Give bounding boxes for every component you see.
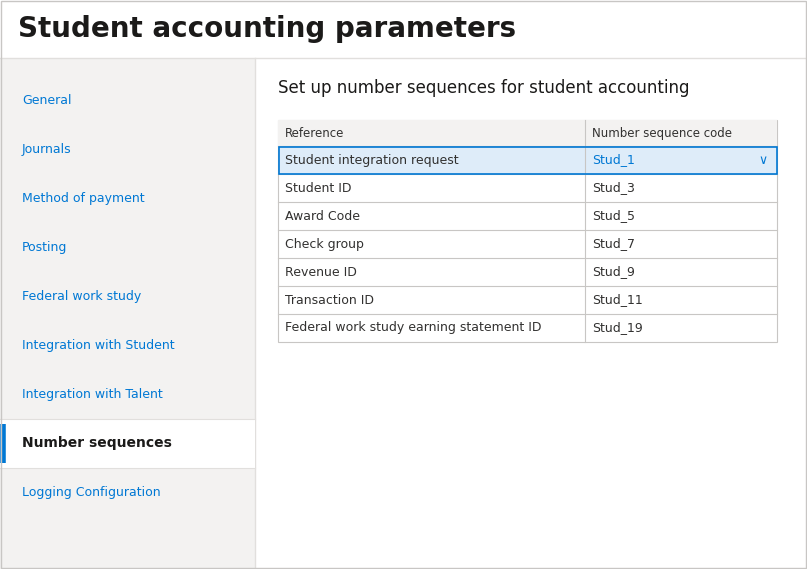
- Text: Stud_9: Stud_9: [592, 266, 635, 278]
- Text: Stud_3: Stud_3: [592, 182, 635, 195]
- Text: Stud_11: Stud_11: [592, 294, 642, 307]
- FancyBboxPatch shape: [278, 146, 776, 174]
- Text: Integration with Student: Integration with Student: [22, 339, 174, 352]
- Text: Method of payment: Method of payment: [22, 192, 144, 205]
- Text: Logging Configuration: Logging Configuration: [22, 486, 161, 499]
- Text: Stud_5: Stud_5: [592, 209, 635, 222]
- FancyBboxPatch shape: [0, 419, 255, 468]
- Text: Award Code: Award Code: [285, 209, 360, 222]
- FancyBboxPatch shape: [0, 0, 807, 58]
- Text: Stud_19: Stud_19: [592, 321, 642, 335]
- Text: Federal work study earning statement ID: Federal work study earning statement ID: [285, 321, 541, 335]
- Text: Stud_7: Stud_7: [592, 237, 635, 250]
- Text: Federal work study: Federal work study: [22, 290, 141, 303]
- Text: Student ID: Student ID: [285, 182, 352, 195]
- Text: Number sequence code: Number sequence code: [592, 126, 732, 139]
- Text: General: General: [22, 94, 72, 107]
- FancyBboxPatch shape: [0, 58, 255, 569]
- Text: Reference: Reference: [285, 126, 345, 139]
- Text: Integration with Talent: Integration with Talent: [22, 388, 163, 401]
- Text: Revenue ID: Revenue ID: [285, 266, 357, 278]
- Text: Number sequences: Number sequences: [22, 436, 172, 451]
- Text: Stud_1: Stud_1: [592, 154, 635, 167]
- FancyBboxPatch shape: [278, 120, 777, 146]
- Text: Student integration request: Student integration request: [285, 154, 458, 167]
- FancyBboxPatch shape: [256, 58, 807, 569]
- Text: Check group: Check group: [285, 237, 364, 250]
- Text: Student accounting parameters: Student accounting parameters: [18, 15, 516, 43]
- Text: Journals: Journals: [22, 143, 72, 156]
- Text: ∨: ∨: [759, 154, 767, 167]
- FancyBboxPatch shape: [278, 120, 777, 342]
- Text: Transaction ID: Transaction ID: [285, 294, 374, 307]
- Text: Set up number sequences for student accounting: Set up number sequences for student acco…: [278, 79, 689, 97]
- Text: Posting: Posting: [22, 241, 67, 254]
